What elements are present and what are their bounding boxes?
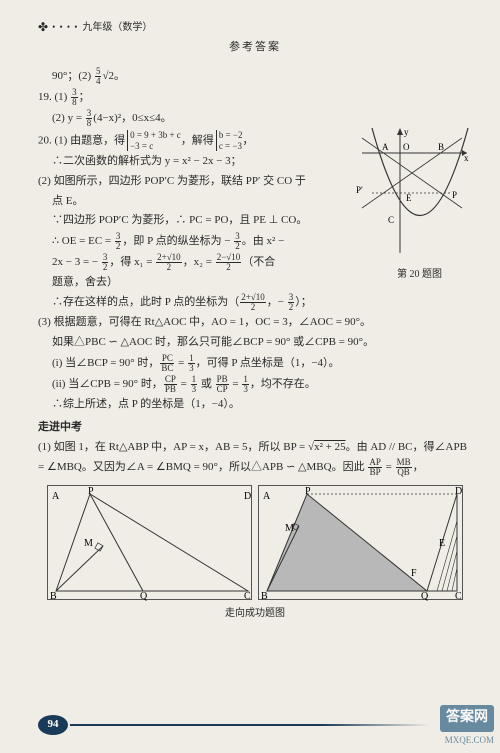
svg-text:x: x <box>464 153 469 163</box>
page-number: 94 <box>38 715 68 735</box>
svg-text:C: C <box>244 591 251 601</box>
q20-3d: (ii) 当∠CPB = 90° 时，CPPB = 13 或 PBCP = 13… <box>38 375 472 394</box>
figure-20: A O B x y P′ E C P <box>352 123 472 263</box>
q20-2g: ∴存在这样的点，此时 P 点的坐标为（2+√102，− 32）； <box>38 293 472 312</box>
svg-text:D: D <box>455 486 462 497</box>
q20-3e: ∴综上所述，点 P 的坐标是（1，−4）。 <box>38 396 472 414</box>
zk-1b: = ∠MBQ。又因为∠A = ∠BMQ = 90°，所以△APB ∽ △MBQ。… <box>38 458 472 477</box>
clover-icon: ✤ <box>38 18 48 37</box>
svg-text:B: B <box>261 591 268 601</box>
header-title: 参考答案 <box>38 39 472 57</box>
figure-20-caption: 第 20 题图 <box>397 267 442 283</box>
page-header: ✤ • • • • 九年级（数学） 参考答案 <box>38 18 472 57</box>
watermark-brand: 答案网 <box>440 705 494 731</box>
svg-text:Q: Q <box>421 591 429 601</box>
svg-text:E: E <box>439 538 445 549</box>
watermark: 答案网 MXQE.COM <box>440 705 494 747</box>
svg-text:B: B <box>438 142 444 152</box>
svg-text:C: C <box>388 215 394 225</box>
svg-text:E: E <box>406 193 412 203</box>
svg-text:A: A <box>382 142 389 152</box>
geom-left: A P D B Q C M <box>47 485 252 600</box>
zk-1a: (1) 如图 1，在 Rt△ABP 中，AP = x，AB = 5，所以 BP … <box>38 439 472 457</box>
ans-18-2: 90°；(2) 54√2。 <box>38 67 472 86</box>
q20-2d: ∴ OE = EC = 32，即 P 点的纵坐标为 − 32。由 x² − <box>38 232 338 251</box>
svg-text:P: P <box>452 190 457 200</box>
svg-text:Q: Q <box>140 591 148 601</box>
q19-1: 19. (1) 38； <box>38 88 472 107</box>
q20-2a: (2) 如图所示，四边形 POP′C 为菱形，联结 PP′ 交 CO 于 <box>38 173 338 191</box>
svg-text:C: C <box>455 591 462 601</box>
svg-text:O: O <box>403 142 410 152</box>
geom-caption: 走向成功题图 <box>38 606 472 622</box>
svg-text:A: A <box>263 491 271 502</box>
watermark-url: MXQE.COM <box>440 733 494 747</box>
q20-3b: 如果△PBC ∽ △AOC 时，那么只可能∠BCP = 90° 或∠CPB = … <box>38 334 472 352</box>
svg-text:A: A <box>52 491 60 502</box>
svg-text:y: y <box>404 127 409 137</box>
geometry-figures: A P D B Q C M A P D <box>38 485 472 600</box>
svg-text:F: F <box>411 568 417 579</box>
svg-text:P: P <box>305 486 311 497</box>
q20-1: 20. (1) 由题意，得0 = 9 + 3b + c−3 = c，解得b = … <box>38 130 328 152</box>
q20-3a: (3) 根据题意，可得在 Rt△AOC 中，AO = 1，OC = 3，∠AOC… <box>38 314 472 332</box>
svg-text:B: B <box>50 591 57 601</box>
page-number-badge: 94 <box>38 715 430 735</box>
svg-text:M: M <box>84 538 93 549</box>
q20-2c: ∵四边形 POP′C 为菱形，∴ PC = PO，且 PE ⊥ CO。 <box>38 212 338 230</box>
q20-3c: (i) 当∠BCP = 90° 时，PCBC = 13，可得 P 点坐标是（1，… <box>38 354 472 373</box>
content: 90°；(2) 54√2。 19. (1) 38； (2) y = 38(4−x… <box>38 67 472 623</box>
grade-label: 九年级（数学） <box>82 20 152 36</box>
header-top: ✤ • • • • 九年级（数学） <box>38 18 472 37</box>
svg-text:D: D <box>244 491 251 502</box>
svg-text:M: M <box>285 523 294 534</box>
header-dots: • • • • <box>52 20 78 34</box>
svg-text:P: P <box>88 486 94 497</box>
section-zhongkao: 走进中考 <box>38 419 472 437</box>
geom-right: A P D B Q C M E F <box>258 485 463 600</box>
svg-text:P′: P′ <box>356 185 363 195</box>
page-rule <box>70 724 430 726</box>
